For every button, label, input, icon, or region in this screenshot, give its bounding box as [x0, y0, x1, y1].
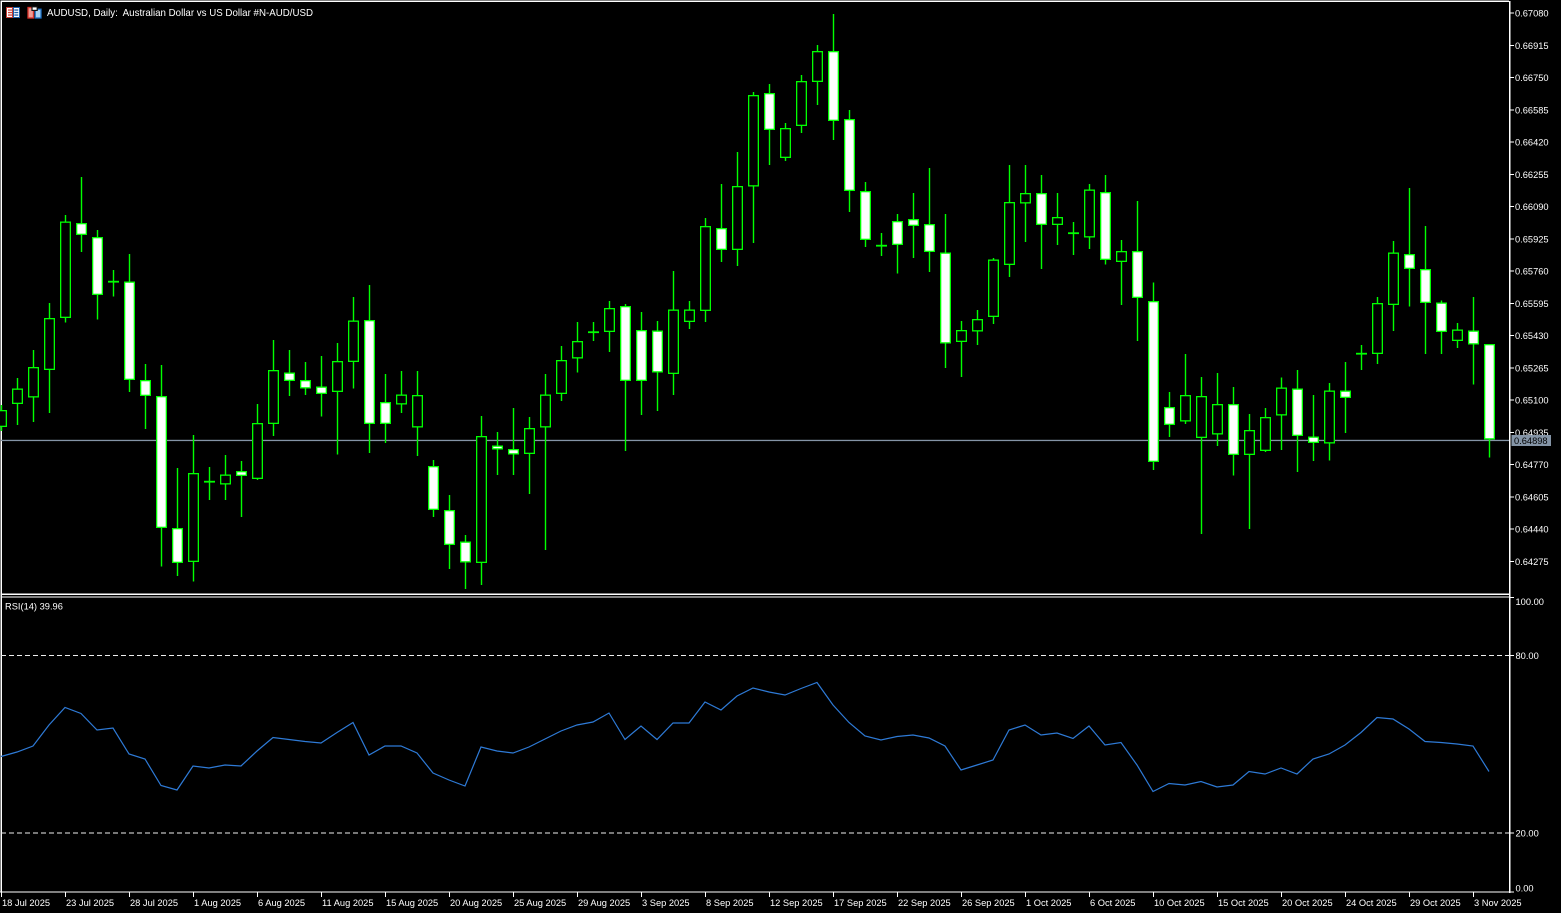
svg-text:0.65265: 0.65265 — [1515, 363, 1549, 373]
svg-text:29 Aug 2025: 29 Aug 2025 — [578, 898, 630, 908]
svg-text:0.66090: 0.66090 — [1515, 202, 1549, 212]
svg-text:3 Sep 2025: 3 Sep 2025 — [642, 898, 690, 908]
svg-text:0.64898: 0.64898 — [1514, 436, 1548, 446]
svg-text:3 Nov 2025: 3 Nov 2025 — [1474, 898, 1522, 908]
svg-text:0.65100: 0.65100 — [1515, 396, 1549, 406]
svg-text:100.00: 100.00 — [1516, 597, 1544, 607]
svg-text:15 Oct 2025: 15 Oct 2025 — [1218, 898, 1269, 908]
svg-text:20 Aug 2025: 20 Aug 2025 — [450, 898, 502, 908]
svg-text:0.66255: 0.66255 — [1515, 170, 1549, 180]
svg-text:28 Jul 2025: 28 Jul 2025 — [130, 898, 178, 908]
svg-text:0.64770: 0.64770 — [1515, 460, 1549, 470]
svg-text:15 Aug 2025: 15 Aug 2025 — [386, 898, 438, 908]
svg-text:AUDUSD, Daily: Australian Dol: AUDUSD, Daily: Australian Dollar vs US D… — [47, 7, 313, 19]
svg-text:10 Oct 2025: 10 Oct 2025 — [1154, 898, 1205, 908]
svg-text:0.65760: 0.65760 — [1515, 267, 1549, 277]
svg-text:0.64440: 0.64440 — [1515, 525, 1549, 535]
svg-text:0.66420: 0.66420 — [1515, 138, 1549, 148]
svg-text:0.66750: 0.66750 — [1515, 73, 1549, 83]
svg-text:1 Oct 2025: 1 Oct 2025 — [1026, 898, 1071, 908]
svg-text:12 Sep 2025: 12 Sep 2025 — [770, 898, 823, 908]
svg-text:0.65430: 0.65430 — [1515, 331, 1549, 341]
svg-text:24 Oct 2025: 24 Oct 2025 — [1346, 898, 1397, 908]
svg-text:20.00: 20.00 — [1516, 829, 1539, 839]
svg-text:80.00: 80.00 — [1516, 651, 1539, 661]
svg-text:6 Aug 2025: 6 Aug 2025 — [258, 898, 305, 908]
svg-text:0.66915: 0.66915 — [1515, 41, 1549, 51]
svg-text:18 Jul 2025: 18 Jul 2025 — [2, 898, 50, 908]
svg-text:29 Oct 2025: 29 Oct 2025 — [1410, 898, 1461, 908]
svg-text:6 Oct 2025: 6 Oct 2025 — [1090, 898, 1135, 908]
svg-text:0.64935: 0.64935 — [1515, 428, 1549, 438]
svg-text:8 Sep 2025: 8 Sep 2025 — [706, 898, 754, 908]
svg-text:RSI(14) 39.96: RSI(14) 39.96 — [5, 602, 63, 612]
svg-text:0.67080: 0.67080 — [1515, 9, 1549, 19]
svg-text:0.64605: 0.64605 — [1515, 492, 1549, 502]
svg-text:0.66585: 0.66585 — [1515, 105, 1549, 115]
svg-text:0.00: 0.00 — [1516, 883, 1534, 893]
svg-text:0.65595: 0.65595 — [1515, 299, 1549, 309]
svg-text:1 Aug 2025: 1 Aug 2025 — [194, 898, 241, 908]
svg-text:11 Aug 2025: 11 Aug 2025 — [322, 898, 374, 908]
svg-text:25 Aug 2025: 25 Aug 2025 — [514, 898, 566, 908]
svg-text:17 Sep 2025: 17 Sep 2025 — [834, 898, 887, 908]
svg-text:0.65925: 0.65925 — [1515, 234, 1549, 244]
svg-text:20 Oct 2025: 20 Oct 2025 — [1282, 898, 1333, 908]
svg-text:0.64275: 0.64275 — [1515, 557, 1549, 567]
svg-text:26 Sep 2025: 26 Sep 2025 — [962, 898, 1015, 908]
svg-text:23 Jul 2025: 23 Jul 2025 — [66, 898, 114, 908]
svg-text:22 Sep 2025: 22 Sep 2025 — [898, 898, 951, 908]
